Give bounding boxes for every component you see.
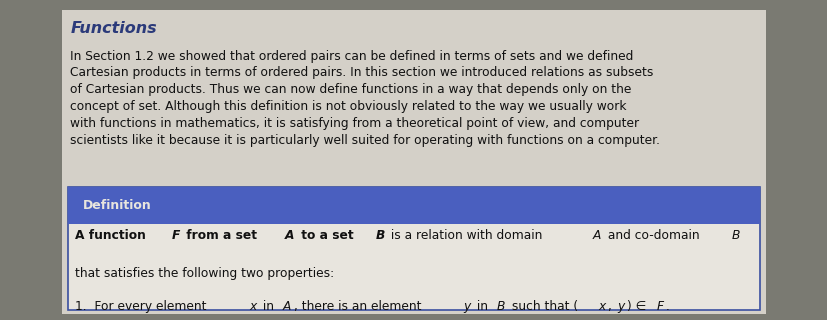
Text: F: F: [656, 300, 663, 313]
Text: from a set: from a set: [182, 229, 261, 242]
FancyBboxPatch shape: [68, 187, 759, 224]
Text: and co-domain: and co-domain: [603, 229, 702, 242]
Text: ) ∈: ) ∈: [626, 300, 649, 313]
Text: y: y: [617, 300, 624, 313]
Text: such that (: such that (: [507, 300, 577, 313]
Text: Definition: Definition: [83, 199, 151, 212]
Text: A: A: [283, 300, 291, 313]
Text: in: in: [258, 300, 277, 313]
Text: x: x: [597, 300, 605, 313]
Text: A: A: [592, 229, 600, 242]
Text: that satisfies the following two properties:: that satisfies the following two propert…: [74, 267, 333, 280]
Text: A: A: [284, 229, 294, 242]
Text: , there is an element: , there is an element: [294, 300, 424, 313]
Text: 1.  For every element: 1. For every element: [74, 300, 209, 313]
Text: B: B: [375, 229, 385, 242]
Text: x: x: [249, 300, 256, 313]
FancyBboxPatch shape: [68, 187, 759, 310]
Text: .: .: [665, 300, 669, 313]
Text: A function: A function: [74, 229, 150, 242]
Text: F: F: [171, 229, 179, 242]
Text: ,: ,: [607, 300, 614, 313]
Text: B: B: [731, 229, 739, 242]
Text: Functions: Functions: [70, 21, 157, 36]
Text: y: y: [462, 300, 470, 313]
Text: In Section 1.2 we showed that ordered pairs can be defined in terms of sets and : In Section 1.2 we showed that ordered pa…: [70, 50, 660, 147]
Text: B: B: [496, 300, 504, 313]
FancyBboxPatch shape: [62, 10, 765, 314]
Text: is a relation with domain: is a relation with domain: [387, 229, 546, 242]
Text: to a set: to a set: [296, 229, 357, 242]
Text: in: in: [472, 300, 491, 313]
